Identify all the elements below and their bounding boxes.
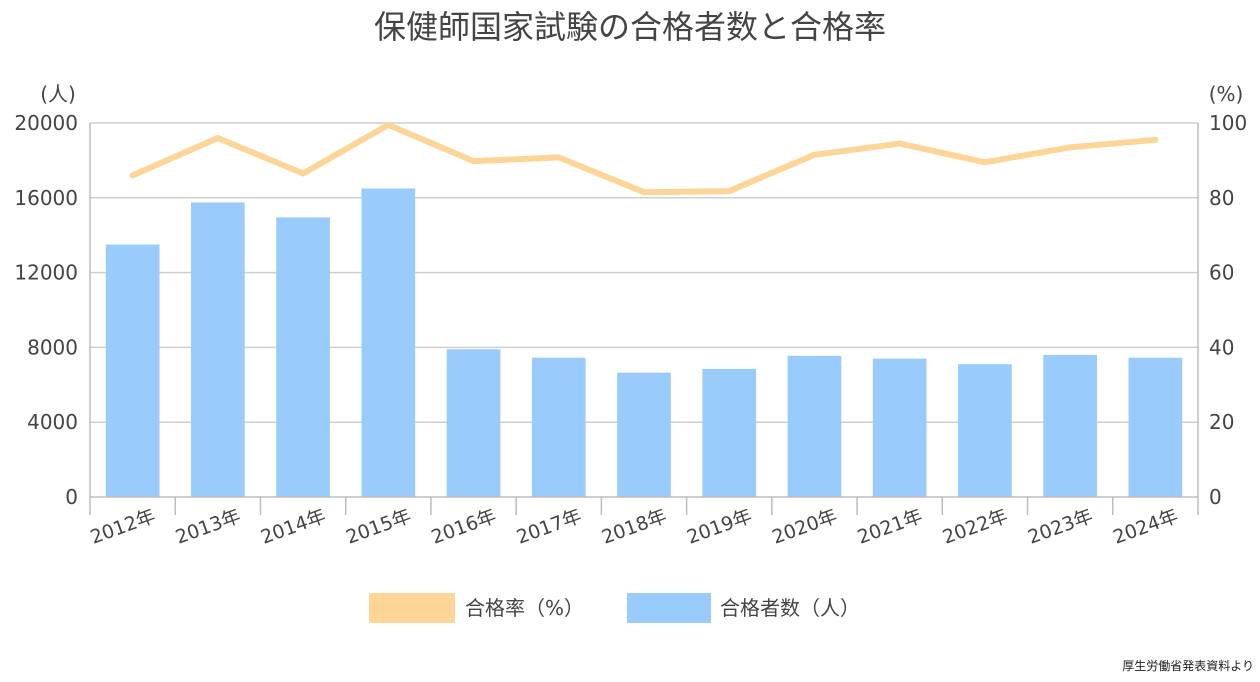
- bar: [1128, 357, 1183, 497]
- legend-label-passers: 合格者数（人）: [720, 596, 860, 620]
- chart-title: 保健師国家試験の合格者数と合格率: [374, 8, 886, 46]
- source-note: 厚生労働省発表資料より: [1122, 659, 1254, 673]
- x-tick-label: 2013年: [173, 505, 244, 549]
- bar: [1043, 354, 1098, 497]
- right-tick-label: 80: [1209, 186, 1234, 210]
- x-tick-label: 2018年: [599, 505, 670, 549]
- bar: [702, 368, 757, 497]
- x-tick-label: 2019年: [684, 505, 755, 549]
- x-tick-label: 2014年: [258, 505, 329, 549]
- right-tick-label: 40: [1209, 335, 1234, 359]
- right-tick-label: 60: [1209, 261, 1234, 285]
- right-tick-label: 20: [1209, 410, 1234, 434]
- bar: [105, 244, 160, 497]
- left-tick-label: 8000: [27, 335, 78, 359]
- bar: [446, 349, 501, 497]
- line-series-pass-rate: [129, 121, 1159, 196]
- bar: [787, 355, 842, 497]
- gridlines: [90, 122, 1198, 423]
- x-tick-label: 2023年: [1025, 505, 1096, 549]
- right-tick-label: 0: [1209, 485, 1222, 509]
- x-tick-label: 2016年: [428, 505, 499, 549]
- right-axis-ticks: 0 20 40 60 80 100: [1209, 111, 1247, 509]
- left-tick-label: 20000: [14, 111, 78, 135]
- bar: [617, 372, 671, 497]
- bar: [872, 358, 927, 497]
- x-tick-label: 2017年: [514, 505, 585, 549]
- left-axis-ticks: 0 4000 8000 12000 16000 20000: [14, 111, 78, 509]
- left-tick-label: 0: [65, 485, 78, 509]
- left-tick-label: 16000: [14, 186, 78, 210]
- legend-swatch-passers: [627, 593, 711, 623]
- legend-swatch-pass-rate: [369, 593, 455, 623]
- legend: 合格率（%） 合格者数（人）: [369, 593, 860, 623]
- left-tick-label: 4000: [27, 410, 78, 434]
- bar-series-passers: [105, 188, 1183, 497]
- bar: [361, 188, 416, 497]
- pass-rate-line: [129, 121, 1159, 196]
- x-tick-label: 2015年: [343, 505, 414, 549]
- x-tick-label: 2020年: [769, 505, 840, 549]
- x-tick-label: 2022年: [940, 505, 1011, 549]
- left-tick-label: 12000: [14, 261, 78, 285]
- left-axis-unit: (人): [40, 82, 76, 106]
- bar: [958, 364, 1012, 497]
- bar: [531, 357, 586, 497]
- right-axis-unit: (%): [1209, 82, 1244, 106]
- x-tick-label: 2024年: [1110, 505, 1181, 549]
- bar: [276, 217, 330, 497]
- legend-label-pass-rate: 合格率（%）: [465, 596, 584, 620]
- right-tick-label: 100: [1209, 111, 1247, 135]
- x-tick-label: 2021年: [855, 505, 926, 549]
- bar: [190, 202, 245, 497]
- x-tick-label: 2012年: [88, 505, 159, 549]
